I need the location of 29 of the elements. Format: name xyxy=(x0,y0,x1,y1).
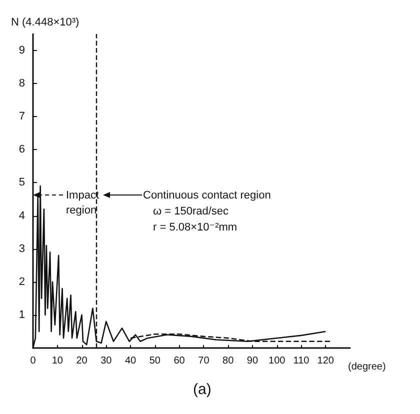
y-tick-label: 6 xyxy=(18,144,25,156)
x-tick-label: 0 xyxy=(30,356,36,366)
x-axis-title: (degree) xyxy=(348,362,386,372)
y-tick-label: 4 xyxy=(18,210,25,222)
x-tick-label: 20 xyxy=(76,356,88,366)
y-axis-title: N (4.448×10³) xyxy=(11,16,80,28)
x-tick-label: 60 xyxy=(174,356,186,366)
x-tick-label: 30 xyxy=(100,356,112,366)
y-tick-label: 5 xyxy=(18,176,25,189)
y-tick-label: 1 xyxy=(18,308,25,321)
annotation: Continuous contact region xyxy=(143,190,271,202)
y-tick-label: 7 xyxy=(18,110,25,123)
y-tick-label: 2 xyxy=(18,276,25,288)
annotation: r = 5.08×10⁻²mm xyxy=(153,222,238,234)
text: (a) xyxy=(193,381,212,398)
x-tick-label: 120 xyxy=(317,356,334,366)
x-tick-label: 100 xyxy=(268,356,286,366)
x-tick-label: 90 xyxy=(246,356,258,366)
x-tick-label: 110 xyxy=(293,356,310,366)
annotation: ω = 150rad/sec xyxy=(153,206,230,218)
y-tick-label: 3 xyxy=(18,242,25,255)
x-tick-label: 70 xyxy=(198,356,210,366)
x-tick-label: 10 xyxy=(52,356,64,366)
y-tick-label: 8 xyxy=(18,78,25,90)
annotation: Impact region xyxy=(66,190,100,216)
y-tick-label: 9 xyxy=(18,44,25,57)
x-tick-label: 40 xyxy=(124,356,137,366)
x-tick-label: 80 xyxy=(222,356,234,366)
x-tick-label: 50 xyxy=(149,356,161,366)
